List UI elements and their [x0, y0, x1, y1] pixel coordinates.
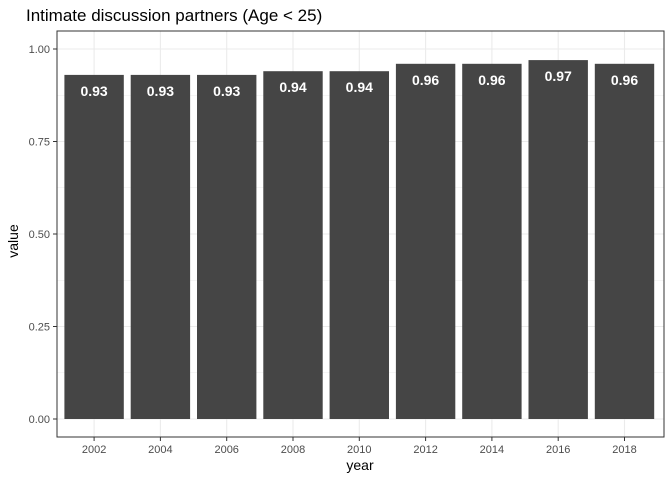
bars: [64, 60, 655, 420]
bar-2004: [130, 74, 191, 420]
y-axis-title: value: [5, 224, 21, 258]
bar-2010: [329, 71, 389, 419]
bar-data-labels: 0.93 0.93 0.93 0.94 0.94 0.96 0.96 0.97 0.96: [80, 68, 638, 99]
data-label-2006: 0.93: [213, 83, 240, 99]
data-label-2010: 0.94: [346, 79, 373, 95]
x-tick-label: 2008: [281, 444, 305, 456]
y-tick-label: 0.00: [29, 414, 50, 426]
x-tick-label: 2002: [82, 444, 106, 456]
y-tick-label: 1.00: [29, 44, 50, 56]
data-label-2018: 0.96: [611, 72, 638, 88]
data-label-2008: 0.94: [279, 79, 306, 95]
bar-2014: [462, 63, 522, 420]
bar-2006: [197, 74, 257, 420]
x-tick-label: 2012: [413, 444, 437, 456]
bar-2012: [395, 63, 456, 420]
y-tick-label: 0.75: [29, 137, 50, 149]
y-tick-label: 0.50: [29, 229, 50, 241]
data-label-2014: 0.96: [478, 72, 505, 88]
x-tick-label: 2018: [612, 444, 636, 456]
chart-title: Intimate discussion partners (Age < 25): [26, 6, 322, 25]
y-axis: 0.00 0.25 0.50 0.75 1.00: [29, 44, 57, 426]
bar-2016: [528, 60, 588, 419]
x-tick-label: 2006: [214, 444, 238, 456]
data-label-2012: 0.96: [412, 72, 439, 88]
bar-2002: [64, 74, 124, 420]
bar-2018: [594, 63, 655, 420]
x-tick-label: 2004: [148, 444, 172, 456]
data-label-2004: 0.93: [147, 83, 174, 99]
data-label-2002: 0.93: [80, 83, 107, 99]
x-tick-label: 2014: [480, 444, 504, 456]
x-axis: 2002 2004 2006 2008 2010 2012 2014 2016 2018: [82, 437, 637, 456]
x-tick-label: 2010: [347, 444, 371, 456]
x-axis-title: year: [346, 457, 374, 473]
data-label-2016: 0.97: [545, 68, 572, 84]
bar-2008: [263, 71, 323, 419]
y-tick-label: 0.25: [29, 322, 50, 334]
x-tick-label: 2016: [546, 444, 570, 456]
